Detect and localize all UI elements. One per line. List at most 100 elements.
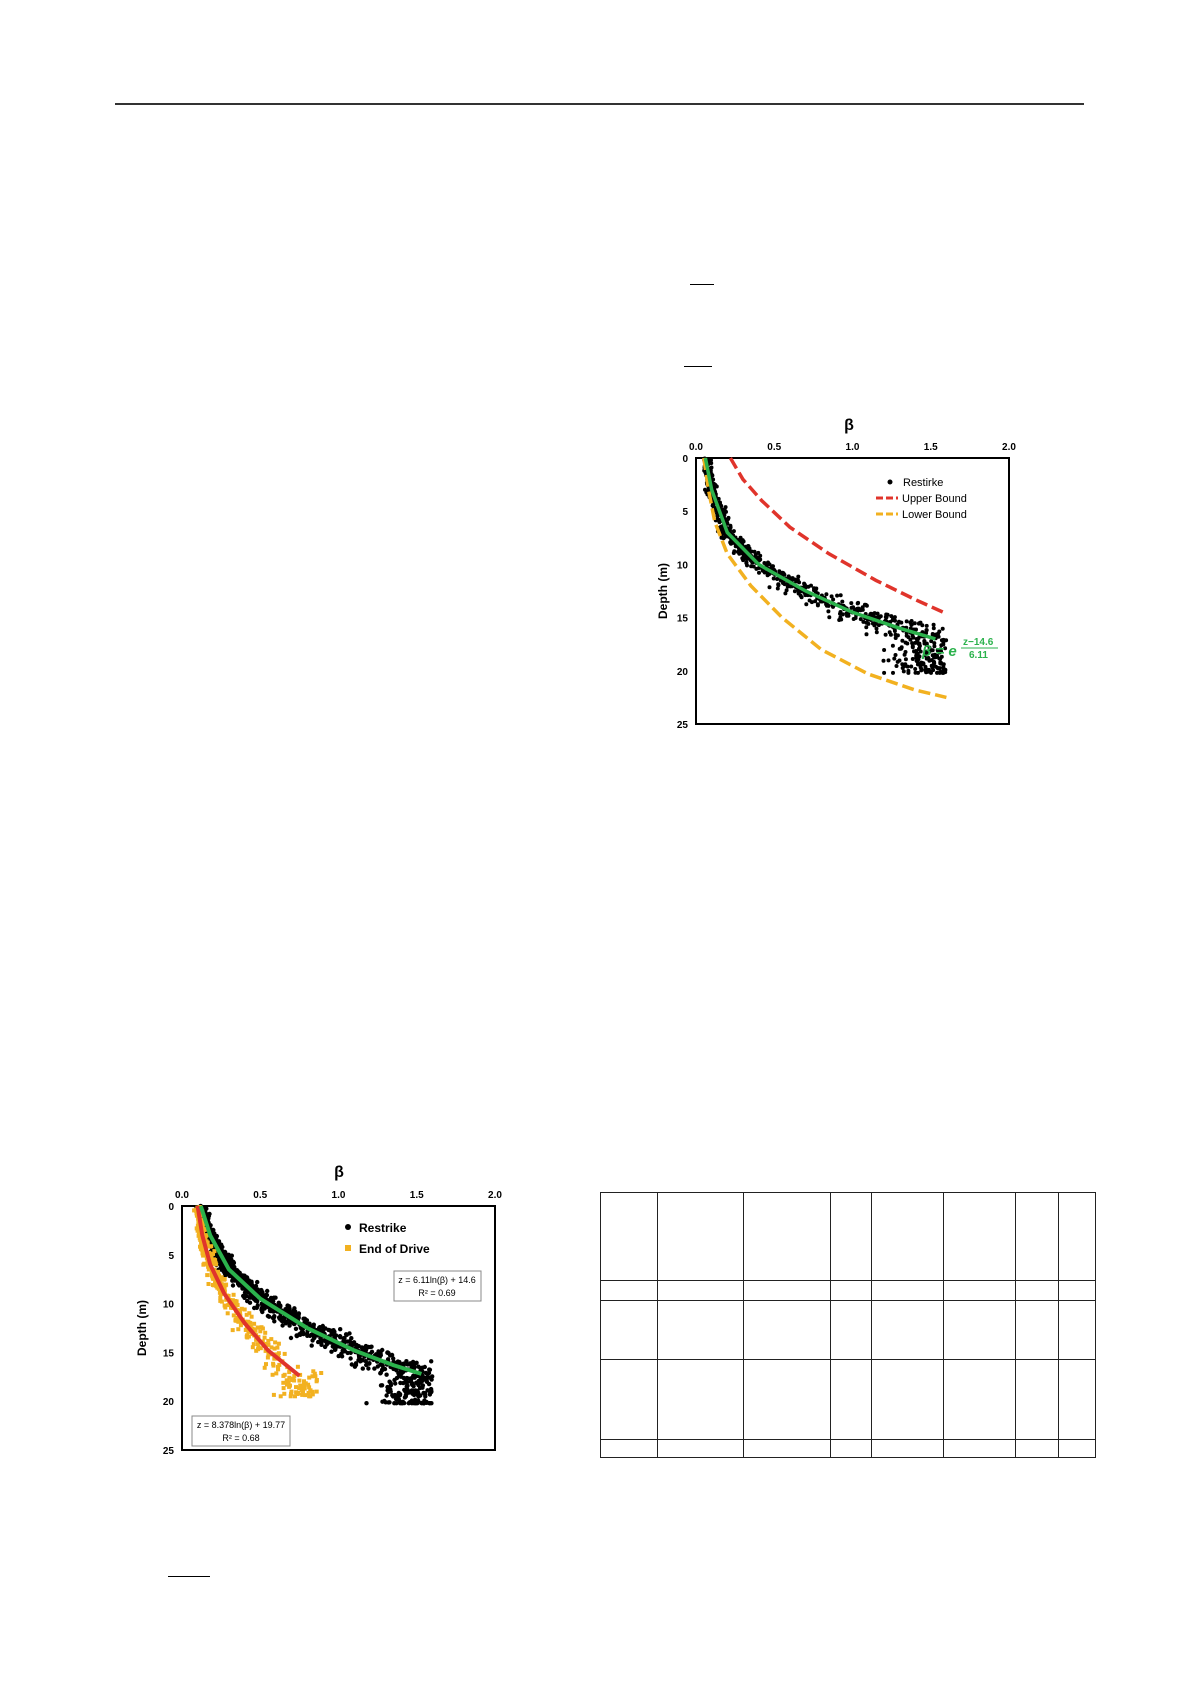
eod-point <box>222 1277 227 1281</box>
data-point <box>940 670 945 675</box>
data-point <box>784 588 789 593</box>
restrike-point <box>391 1356 396 1361</box>
restrike-point <box>245 1298 250 1304</box>
data-point <box>745 563 749 568</box>
data-point <box>840 599 845 604</box>
restrike-point <box>260 1309 265 1315</box>
eod-point <box>201 1253 206 1258</box>
eod-point <box>243 1328 248 1332</box>
eod-point <box>311 1369 316 1374</box>
data-point <box>711 483 716 488</box>
restrike-point <box>204 1206 209 1211</box>
x-tick-label: 0.5 <box>253 1190 267 1201</box>
data-point <box>813 599 818 604</box>
restrike-point <box>334 1333 339 1338</box>
restrike-point <box>353 1361 359 1366</box>
plot-frame <box>695 457 1010 725</box>
data-point <box>904 619 909 624</box>
equation-line: R² = 0.69 <box>418 1288 455 1298</box>
data-point <box>908 637 913 642</box>
restrike-point <box>292 1306 297 1311</box>
restrike-point <box>406 1401 411 1406</box>
eod-point <box>282 1391 287 1396</box>
eod-point <box>209 1244 214 1249</box>
data-point <box>929 670 933 675</box>
eod-point <box>229 1305 233 1310</box>
data-point <box>864 625 869 630</box>
restrike-point <box>259 1306 265 1311</box>
y-tick-label: 5 <box>168 1251 174 1262</box>
legend: Restirke Upper Bound Lower Bound <box>876 477 967 521</box>
data-point <box>835 593 840 598</box>
eod-point <box>211 1283 216 1288</box>
eod-point <box>276 1341 281 1346</box>
eod-point <box>253 1328 258 1333</box>
data-point <box>829 594 834 599</box>
eod-point <box>306 1382 311 1387</box>
restrike-point <box>411 1401 417 1406</box>
eod-point <box>265 1355 270 1360</box>
x-tick-label: 1.5 <box>924 442 938 453</box>
restrike-point <box>385 1357 391 1362</box>
data-point <box>729 540 734 545</box>
data-point <box>874 626 879 631</box>
beta-fit-chart: β Depth (m) 0.0 0.5 1.0 1.5 2.0 0 5 10 15 20 25 R… <box>134 1160 534 1460</box>
restrike-point <box>255 1287 261 1292</box>
restrike-point <box>402 1387 407 1393</box>
eod-point <box>226 1303 231 1308</box>
restrike-point <box>369 1349 375 1354</box>
table-row <box>600 1280 1096 1301</box>
legend-label: Upper Bound <box>902 493 967 505</box>
eod-point <box>219 1282 224 1287</box>
legend-label: Lower Bound <box>902 509 967 521</box>
restrike-point <box>394 1401 399 1406</box>
restrike-point <box>288 1335 294 1341</box>
data-point <box>719 524 723 529</box>
eod-point <box>258 1346 263 1351</box>
x-tick-label: 1.0 <box>846 442 860 453</box>
restrike-point <box>293 1326 299 1331</box>
eod-point <box>230 1328 235 1333</box>
eod-point <box>194 1226 199 1231</box>
data-point <box>824 603 829 608</box>
data-point <box>917 643 922 648</box>
restrike-point <box>272 1314 277 1319</box>
data-point <box>870 621 875 626</box>
restrike-point <box>408 1389 413 1394</box>
data-point <box>893 636 898 640</box>
x-tick-label: 1.0 <box>332 1190 346 1201</box>
restrike-point <box>427 1367 432 1372</box>
data-point <box>900 638 905 643</box>
restrike-point <box>364 1362 369 1368</box>
eod-point <box>281 1380 286 1385</box>
beta-bounds-chart: β Depth (m) 0.0 0.5 1.0 1.5 2.0 0 5 10 15 20 25 R… <box>640 412 1060 732</box>
eod-point <box>273 1340 278 1345</box>
eod-point <box>297 1378 302 1383</box>
eod-point <box>281 1386 286 1391</box>
eod-point <box>276 1367 280 1372</box>
data-point <box>914 653 919 658</box>
eod-point <box>210 1261 215 1266</box>
data-point <box>767 562 772 567</box>
restrike-point <box>272 1319 277 1324</box>
eod-point <box>319 1371 324 1375</box>
restrike-point <box>357 1354 362 1359</box>
eod-point <box>285 1380 290 1385</box>
eod-point <box>219 1292 223 1297</box>
eod-point <box>203 1227 208 1232</box>
data-point <box>740 540 745 544</box>
eod-point <box>307 1385 312 1390</box>
data-point <box>781 581 785 585</box>
eod-point <box>209 1273 214 1277</box>
eod-point <box>263 1348 268 1353</box>
data-point <box>720 530 725 535</box>
fit-line <box>703 457 936 641</box>
restrike-point <box>349 1336 354 1341</box>
restrike-point <box>392 1392 398 1398</box>
restrike-point <box>384 1372 389 1377</box>
data-point <box>912 621 917 626</box>
data-point <box>903 657 908 662</box>
data-point <box>785 584 790 589</box>
restrike-point <box>423 1375 428 1381</box>
data-point <box>919 667 924 672</box>
